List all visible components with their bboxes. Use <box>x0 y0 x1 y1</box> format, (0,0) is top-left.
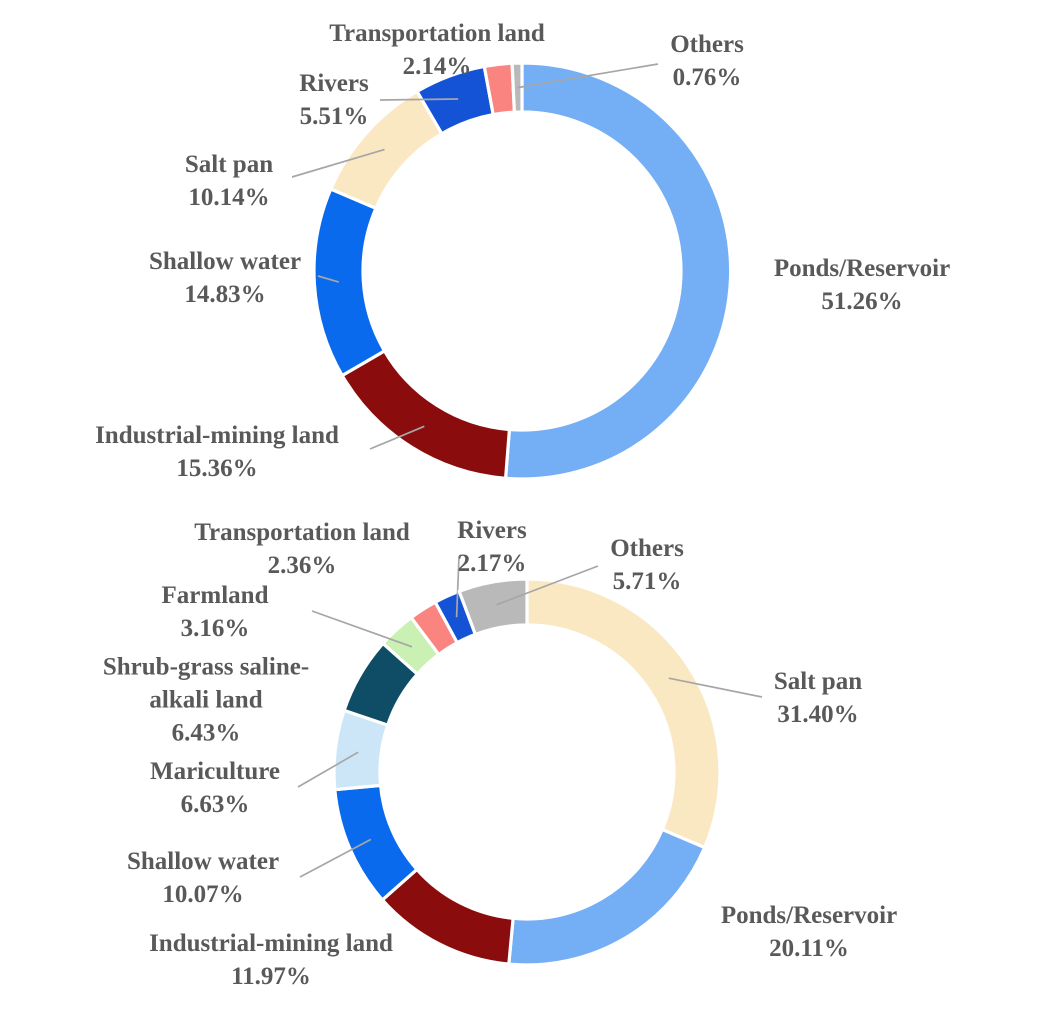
slice-label-transportation-land: Transportation land 2.36% <box>194 516 410 582</box>
slice-others <box>457 577 529 636</box>
slice-label-shrub-grass-saline-alkali-land: Shrub-grass saline-alkali land 6.43% <box>103 651 309 750</box>
slice-percentage: 31.40% <box>777 701 859 728</box>
slice-label-rivers: Rivers 2.17% <box>457 514 526 580</box>
slice-name: alkali land <box>149 686 263 714</box>
slice-name: Shrub-grass saline- <box>102 653 310 681</box>
slice-label-ponds-reservoir: Ponds/Reservoir 20.11% <box>721 899 897 965</box>
slice-label-ponds-reservoir: Ponds/Reservoir 51.26% <box>774 252 950 318</box>
slice-label-rivers: Rivers 5.51% <box>299 67 368 133</box>
slice-label-others: Others 0.76% <box>670 28 744 94</box>
slice-name: Farmland <box>161 582 269 609</box>
leader-line-others <box>496 565 599 606</box>
slice-label-mariculture: Mariculture 6.63% <box>150 755 280 821</box>
slice-name: Rivers <box>457 517 527 544</box>
slice-percentage: 2.14% <box>402 53 472 80</box>
slice-percentage: 0.76% <box>672 64 742 91</box>
slice-percentage: 3.16% <box>180 615 250 642</box>
slice-name: Salt pan <box>773 668 863 695</box>
leader-line-rivers <box>379 98 459 101</box>
slice-label-salt-pan: Salt pan 10.14% <box>185 148 273 214</box>
slice-salt-pan <box>525 577 722 850</box>
leader-line-salt-pan <box>668 677 763 698</box>
slice-label-industrial-mining-land: Industrial-mining land 15.36% <box>95 419 339 485</box>
slice-percentage: 2.36% <box>267 552 337 579</box>
slice-percentage: 14.83% <box>184 281 266 308</box>
slice-name: Mariculture <box>149 758 281 785</box>
slice-percentage: 6.63% <box>180 791 250 818</box>
leader-line-farmland <box>311 610 413 648</box>
slice-name: Salt pan <box>184 151 274 178</box>
slice-ponds-reservoir <box>507 827 707 967</box>
slice-percentage: 15.36% <box>176 455 258 482</box>
slice-percentage: 6.43% <box>171 719 241 747</box>
slice-name: Transportation land <box>329 20 545 47</box>
slice-name: Ponds/Reservoir <box>773 255 951 282</box>
slice-percentage: 2.17% <box>457 550 527 577</box>
leader-line-rivers <box>455 555 460 618</box>
slice-name: Others <box>670 31 744 58</box>
slice-name: Transportation land <box>194 519 410 546</box>
slice-percentage: 5.71% <box>612 568 682 595</box>
slice-ponds-reservoir <box>504 61 733 481</box>
leader-line-shallow-water <box>299 838 372 878</box>
slice-name: Industrial-mining land <box>149 930 393 957</box>
slice-name: Others <box>610 535 684 562</box>
leader-line-mariculture <box>297 751 359 788</box>
leader-line-industrial-mining-land <box>369 425 425 450</box>
slice-name: Industrial-mining land <box>95 422 339 449</box>
slice-percentage: 51.26% <box>821 288 903 315</box>
slice-shallow-water <box>312 187 387 378</box>
slice-name: Shallow water <box>148 248 302 275</box>
leader-line-shallow-water <box>317 275 340 283</box>
slice-label-others: Others 5.71% <box>610 532 684 598</box>
slice-others <box>510 61 524 114</box>
slice-label-industrial-mining-land: Industrial-mining land 11.97% <box>149 927 393 993</box>
slice-label-shallow-water: Shallow water 10.07% <box>127 845 279 911</box>
slice-industrial-mining-land <box>340 349 511 480</box>
slice-name: Ponds/Reservoir <box>720 902 898 929</box>
slice-name: Rivers <box>299 70 369 97</box>
slice-name: Shallow water <box>126 848 280 875</box>
slice-percentage: 20.11% <box>769 935 849 962</box>
slice-label-farmland: Farmland 3.16% <box>162 579 269 645</box>
slice-percentage: 10.14% <box>188 184 270 211</box>
slice-percentage: 11.97% <box>231 963 311 990</box>
donut-chart-bottom <box>297 555 763 967</box>
leader-line-others <box>517 63 659 89</box>
slice-label-salt-pan: Salt pan 31.40% <box>774 665 862 731</box>
slice-percentage: 10.07% <box>162 881 244 908</box>
slice-percentage: 5.51% <box>299 103 369 130</box>
leader-line-salt-pan <box>291 148 385 178</box>
slice-label-transportation-land: Transportation land 2.14% <box>329 17 545 83</box>
donut-chart-top <box>291 61 733 481</box>
slice-label-shallow-water: Shallow water 14.83% <box>149 245 301 311</box>
